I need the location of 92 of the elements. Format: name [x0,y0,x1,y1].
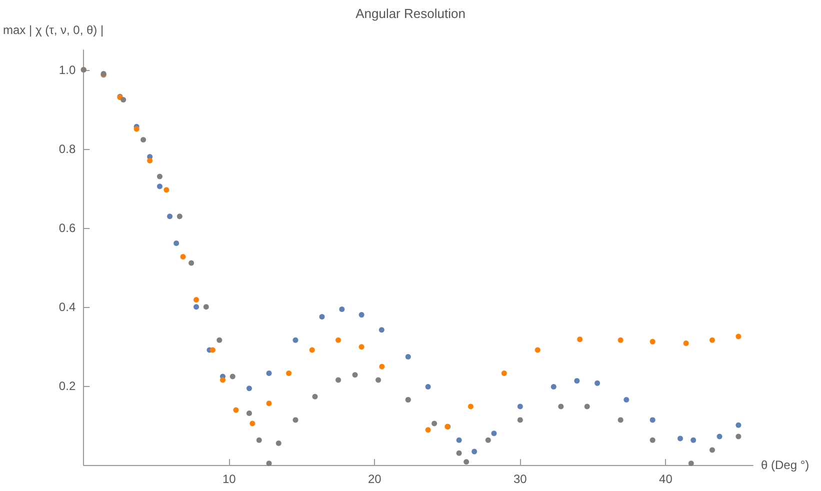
point [266,370,272,376]
y-tick-label: 0.2 [58,378,76,393]
point [550,384,556,390]
point [650,417,656,423]
point [194,304,200,310]
point [309,347,315,353]
point [266,460,272,466]
point [276,440,282,446]
point [292,417,298,423]
point [517,417,523,423]
point [156,184,162,190]
x-axis-title: θ (Deg °) [761,458,810,472]
point [558,404,564,410]
chart-title: Angular Resolution [356,6,466,21]
point [312,394,318,400]
point [246,410,252,416]
point [167,214,173,220]
x-tick-label: 10 [222,472,236,486]
point [468,404,474,410]
point [683,340,689,346]
point [134,126,140,132]
point [517,404,523,410]
point [432,420,438,426]
point [336,337,342,343]
point [491,430,497,436]
x-tick-label: 40 [659,472,673,486]
point [358,344,364,350]
point [425,384,431,390]
point [319,314,325,320]
x-tick-label: 20 [368,472,382,486]
point [710,447,716,453]
point [501,370,507,376]
y-tick-label: 0.6 [58,220,76,235]
point [650,338,656,344]
point [485,437,491,443]
point [624,397,630,403]
point [156,174,162,180]
point [216,337,222,343]
x-tick-label: 30 [513,472,528,486]
point [352,372,358,378]
point [140,136,146,142]
point [618,337,624,343]
point [405,354,411,360]
point [250,420,256,426]
point [688,460,694,466]
y-tick-label: 1.0 [58,62,76,77]
point [292,337,298,343]
point [180,254,186,260]
point [256,437,262,443]
point [472,448,478,454]
point [194,297,200,303]
point [650,437,656,443]
point [456,450,462,456]
point [690,437,696,443]
point [246,386,252,392]
y-tick-label: 0.4 [58,300,76,314]
point [425,427,431,433]
point [230,374,236,380]
point [339,306,345,312]
point [677,436,683,442]
point [577,336,583,342]
point [534,347,540,353]
y-axis-title: max | χ (τ, ν, 0, θ) | [3,23,104,37]
point [233,407,239,413]
point [147,158,153,164]
point [203,304,209,310]
point [210,347,216,353]
point [594,380,600,386]
point [378,327,384,333]
point [376,377,382,383]
point [220,377,226,383]
point [358,312,364,318]
point [266,400,272,406]
point [286,370,292,376]
point [736,334,742,340]
point [736,422,742,428]
point [574,378,580,384]
y-tick-label: 0.8 [58,142,76,156]
point [464,459,470,465]
point [379,364,385,370]
point [716,434,722,440]
point [618,417,624,423]
point [188,260,194,266]
point [336,377,342,383]
point [164,187,170,193]
point [456,437,462,443]
point [584,404,590,410]
point [736,434,742,440]
point [710,337,716,343]
point [176,214,182,220]
point [174,240,180,246]
point [120,97,126,103]
